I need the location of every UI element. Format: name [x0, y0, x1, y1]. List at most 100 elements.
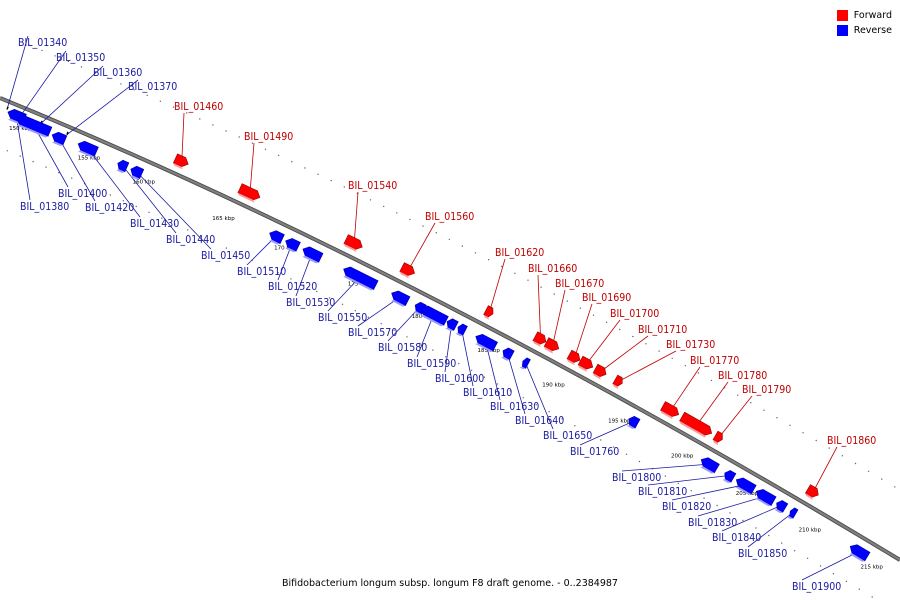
- guide-dot: [619, 328, 621, 331]
- gene-label-BIL_01580: BIL_01580: [378, 342, 427, 354]
- guide-dot: [406, 336, 408, 338]
- genome-backbone: [0, 96, 900, 562]
- gene-label-BIL_01450: BIL_01450: [201, 250, 250, 262]
- guide-dot: [815, 439, 817, 442]
- gene-label-BIL_01820: BIL_01820: [662, 501, 711, 513]
- guide-dot: [383, 205, 385, 208]
- strand-dots: [6, 44, 896, 598]
- gene-BIL_01430-bevel: [78, 150, 95, 158]
- gene-BIL_01860: [804, 484, 819, 498]
- gene-BIL_01600: [446, 318, 459, 331]
- guide-dot: [291, 161, 293, 163]
- guide-dot: [625, 453, 628, 455]
- leader-BIL_01420: [58, 137, 96, 202]
- guide-dot: [445, 356, 447, 358]
- guide-dot: [380, 323, 382, 325]
- guide-dot: [592, 314, 595, 316]
- gene-label-BIL_01590: BIL_01590: [407, 358, 456, 370]
- gene-label-BIL_01900: BIL_01900: [792, 581, 841, 593]
- guide-dot: [501, 265, 503, 268]
- guide-dot: [393, 329, 395, 331]
- legend-item-reverse: Reverse: [836, 23, 892, 38]
- leader-BIL_01590: [416, 314, 434, 358]
- guide-dot: [548, 411, 550, 413]
- gene-BIL_01620-bevel: [483, 314, 490, 320]
- guide-dot: [67, 60, 70, 63]
- guide-dot: [419, 342, 421, 345]
- guide-dot: [58, 171, 60, 174]
- gene-label-BIL_01570: BIL_01570: [348, 327, 397, 339]
- gene-label-BIL_01430: BIL_01430: [130, 218, 179, 230]
- guide-dot: [19, 155, 21, 157]
- guide-dot: [133, 89, 135, 91]
- guide-dot: [186, 112, 188, 114]
- guide-dot: [174, 223, 176, 225]
- guide-dot: [32, 160, 34, 163]
- gene-BIL_01710-bevel: [593, 373, 601, 380]
- gene-BIL_01490-bevel: [237, 192, 255, 203]
- guide-dot: [768, 534, 770, 537]
- guide-dot: [487, 259, 490, 261]
- tick-label: 160 kbp: [133, 180, 156, 186]
- gene-label-BIL_01700: BIL_01700: [610, 308, 659, 320]
- gene-BIL_01550-bevel: [343, 275, 374, 291]
- guide-dot: [199, 118, 201, 120]
- guide-dot: [729, 512, 731, 514]
- gene-label-BIL_01710: BIL_01710: [638, 324, 687, 336]
- gene-BIL_01570-bevel: [391, 299, 406, 307]
- gene-label-BIL_01360: BIL_01360: [93, 67, 142, 79]
- leader-BIL_01620: [489, 258, 506, 313]
- gene-label-BIL_01810: BIL_01810: [638, 486, 687, 498]
- leader-BIL_01450: [136, 171, 212, 250]
- guide-dot: [710, 379, 713, 382]
- gene-BIL_01900-bevel: [849, 553, 865, 562]
- gene-BIL_01580-bevel: [413, 311, 422, 315]
- guide-dot: [212, 124, 214, 126]
- gene-BIL_01540-bevel: [343, 243, 357, 252]
- guide-dot: [789, 424, 791, 426]
- guide-dot: [535, 404, 537, 406]
- guide-dot: [109, 194, 112, 196]
- leader-BIL_01380: [15, 115, 31, 201]
- gene-BIL_01530-bevel: [302, 255, 319, 264]
- guide-dot: [763, 409, 765, 411]
- leader-BIL_01430: [86, 147, 141, 218]
- guide-dot: [317, 173, 319, 175]
- guide-dot: [474, 252, 477, 254]
- gene-BIL_01830: [755, 489, 777, 507]
- leader-BIL_01340: [6, 35, 29, 110]
- reverse-swatch: [836, 25, 848, 36]
- guide-dot: [304, 167, 306, 169]
- leader-BIL_01370: [66, 79, 139, 136]
- guide-dot: [716, 504, 718, 507]
- gene-label-BIL_01510: BIL_01510: [237, 266, 286, 278]
- guide-dot: [828, 447, 830, 449]
- gene-BIL_01690-bevel: [567, 358, 575, 366]
- guide-dot: [658, 350, 660, 352]
- leader-BIL_01760: [579, 421, 634, 446]
- gene-BIL_01630-bevel: [475, 343, 493, 352]
- leader-BIL_01860: [812, 446, 838, 493]
- guide-dot: [483, 376, 486, 378]
- tick-label: 150 kbp: [9, 126, 32, 132]
- leader-BIL_01730: [618, 350, 677, 382]
- forward-swatch: [836, 10, 848, 21]
- guide-dot: [290, 278, 292, 280]
- guide-dot: [671, 357, 673, 360]
- label-leader-lines: [6, 35, 859, 581]
- gene-label-BIL_01690: BIL_01690: [582, 292, 631, 304]
- guide-dot: [781, 542, 783, 544]
- guide-dot: [251, 142, 254, 144]
- leader-BIL_01660: [537, 274, 541, 340]
- guide-dot: [553, 293, 555, 295]
- guide-dot: [277, 272, 279, 274]
- gene-label-BIL_01630: BIL_01630: [490, 401, 539, 413]
- leader-BIL_01850: [747, 512, 794, 548]
- guide-dot: [613, 446, 615, 448]
- guide-dot: [742, 519, 744, 522]
- legend-forward-label: Forward: [853, 10, 892, 21]
- gene-label-BIL_01530: BIL_01530: [286, 297, 335, 309]
- leader-BIL_01400: [33, 124, 69, 188]
- gene-BIL_01340: [6, 106, 9, 110]
